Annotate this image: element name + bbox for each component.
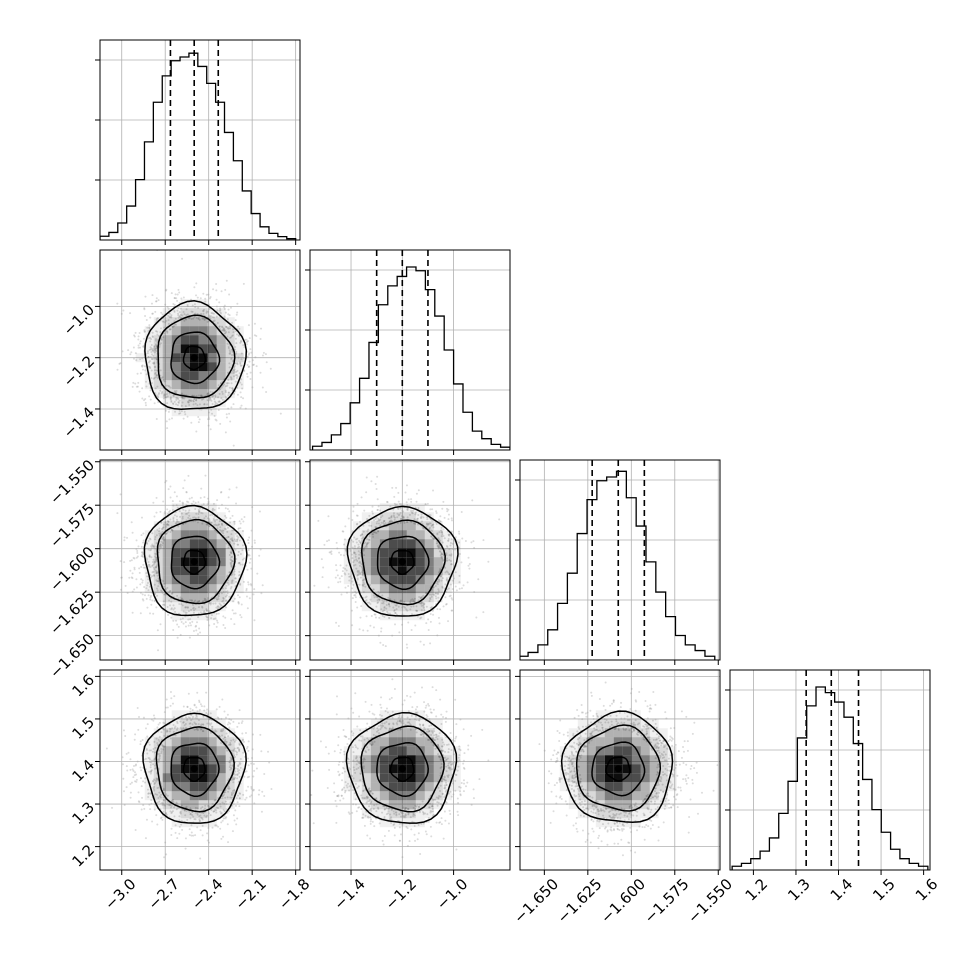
y-tick-label: 1.2: [68, 841, 98, 871]
x-tick-label: −1.625: [554, 875, 606, 927]
panel-frame: [99, 459, 301, 661]
histogram-step-line: [100, 52, 297, 240]
histogram-step-line: [311, 266, 510, 450]
density-peak: [398, 558, 406, 566]
contour-line: [376, 741, 429, 798]
x-tick-label: 1.5: [869, 875, 899, 905]
histogram-panel-2: [305, 249, 511, 455]
contour-line: [376, 535, 430, 590]
x-tick-label: −1.0: [433, 875, 471, 913]
density-peak: [190, 558, 198, 566]
x-tick-label: −1.4: [330, 875, 368, 913]
contour-line: [360, 725, 445, 813]
contour-line: [156, 519, 236, 605]
contour-line: [170, 742, 220, 798]
x-tick-label: −1.600: [597, 875, 649, 927]
x-tick-label: −1.650: [510, 875, 562, 927]
y-tick-label: −1.0: [60, 301, 98, 339]
density-panel-4-1: [95, 669, 301, 875]
y-tick-label: −1.550: [46, 456, 98, 508]
density-peak: [398, 765, 406, 773]
histogram-panel-1: [95, 39, 301, 245]
y-tick-label: −1.575: [46, 500, 98, 552]
density-peak: [190, 765, 198, 773]
x-tick-label: −1.575: [641, 875, 693, 927]
y-tick-label: −1.650: [46, 630, 98, 682]
panel-frame: [309, 669, 511, 871]
x-tick-label: −1.550: [684, 875, 736, 927]
y-tick-label: 1.6: [68, 671, 98, 701]
contour-line: [360, 519, 446, 606]
panel-frame: [519, 459, 721, 661]
panel-frame: [99, 39, 301, 241]
density-peak: [614, 765, 622, 773]
contour-line: [345, 711, 458, 824]
contour-line: [157, 314, 236, 399]
panel-frame: [519, 669, 721, 871]
x-tick-label: 1.3: [784, 875, 814, 905]
density-panel-4-2: [305, 669, 511, 875]
contour-line: [346, 505, 459, 617]
x-tick-label: 1.2: [742, 875, 772, 905]
density-panel-3-2: [305, 459, 511, 665]
contour-line: [182, 756, 206, 783]
x-tick-label: −1.8: [275, 875, 313, 913]
density-map: [343, 710, 461, 828]
x-tick-label: −2.4: [188, 875, 226, 913]
contour-line: [155, 726, 235, 813]
density-peak: [190, 354, 198, 362]
x-tick-label: −2.1: [232, 875, 270, 913]
contour-line: [182, 549, 207, 575]
contour-line: [144, 300, 248, 410]
contour-line: [390, 549, 415, 576]
contour-line: [170, 331, 221, 385]
contour-line: [560, 710, 674, 824]
histogram-step-line: [520, 470, 716, 660]
histogram-panel-3: [515, 459, 721, 665]
x-tick-label: −2.7: [145, 875, 183, 913]
histogram-step-line: [731, 686, 929, 870]
y-tick-label: −1.600: [46, 543, 98, 595]
contour-line: [142, 712, 247, 824]
contour-line: [591, 741, 646, 797]
contour-line: [182, 345, 207, 371]
density-panel-2-1: [95, 249, 301, 455]
y-tick-label: −1.2: [60, 352, 98, 390]
panel-frame: [99, 669, 301, 871]
x-tick-label: 1.4: [827, 875, 857, 905]
y-tick-label: −1.4: [60, 403, 98, 441]
x-tick-label: −3.0: [101, 875, 139, 913]
y-tick-label: −1.625: [46, 587, 98, 639]
y-tick-label: 1.4: [68, 756, 98, 786]
contour-line: [575, 724, 662, 812]
x-tick-label: −1.2: [382, 875, 420, 913]
panel-frame: [309, 459, 511, 661]
contour-line: [605, 756, 631, 782]
contour-line: [170, 535, 221, 590]
histogram-panel-4: [725, 669, 931, 875]
contour-line: [389, 756, 415, 782]
contour-line: [143, 504, 248, 617]
y-tick-label: 1.3: [68, 798, 98, 828]
density-map: [559, 710, 677, 828]
y-tick-label: 1.5: [68, 713, 98, 743]
density-panel-3-1: [95, 459, 301, 665]
panel-frame: [729, 669, 931, 871]
density-panel-4-3: [515, 669, 721, 875]
panel-frame: [99, 249, 301, 451]
panel-frame: [309, 249, 511, 451]
x-tick-label: 1.6: [912, 875, 942, 905]
